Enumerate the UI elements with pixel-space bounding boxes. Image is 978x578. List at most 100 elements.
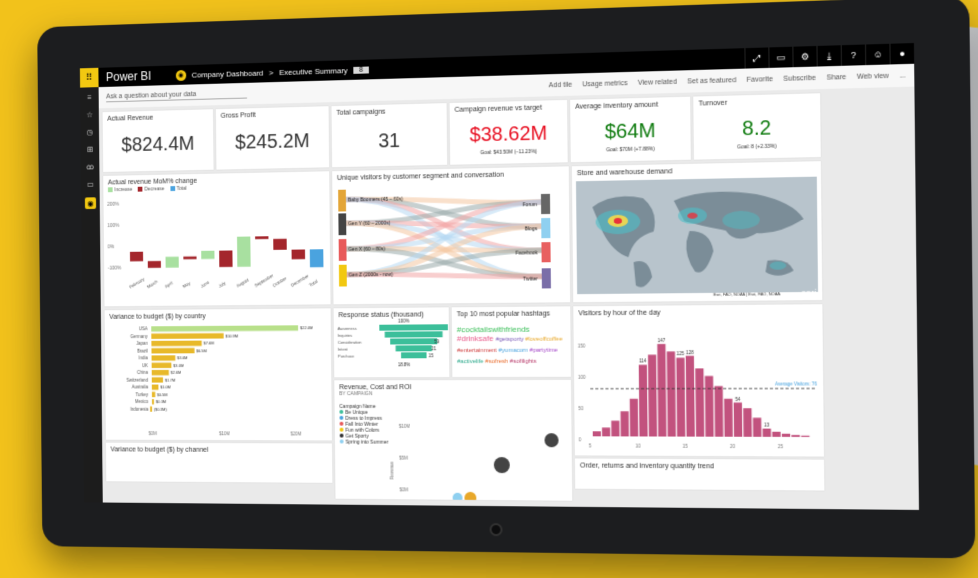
action-item[interactable]: Web view [856,72,889,81]
apps-icon[interactable]: ⊞ [86,145,94,155]
action-item[interactable]: Set as featured [687,76,737,86]
chart-title: Order, returns and inventory quantity tr… [579,462,715,471]
hashtag: #entertainment [456,347,499,355]
breadcrumb-workspace[interactable]: Company Dashboard [191,68,264,80]
expand-icon[interactable]: ⤢ [744,47,769,69]
action-item[interactable]: View related [637,78,678,87]
sankey-right-node [541,217,551,239]
kpi-title: Turnover [698,99,728,108]
sankey-right-node [541,242,551,263]
qa-input[interactable]: Ask a question about your data [106,89,248,102]
kpi-turnover[interactable]: Turnover 8.2 Goal: 8 (+2.33%) [693,93,821,160]
kpi-goal: Goal: 8 (+2.33%) [737,143,777,151]
sankey-right-label: Twitter [523,276,538,282]
waterfall-bar [309,249,324,268]
waterfall-chart-tile[interactable]: Actual revenue MoM% change Increase Decr… [103,171,331,307]
category-label: Japan [136,341,148,346]
app-launcher-icon[interactable]: ⠿ [79,67,99,88]
menu-icon[interactable]: ≡ [87,93,92,102]
kpi-title: Average inventory amount [575,101,659,111]
kpi-value: $38.62M [469,122,548,147]
category-label: Indonesia [130,407,149,412]
hour-bar [714,386,724,437]
action-item[interactable]: Subscribe [783,74,817,83]
active-workspace-icon[interactable]: ◉ [84,197,97,210]
y-tick-label: 0% [108,244,115,250]
hour-bar [704,375,714,437]
variance-channel-tile[interactable]: Variance to budget ($) by channel [105,442,333,483]
stage-label: Inquiries [338,333,353,338]
kpi-title: Actual Revenue [107,114,154,123]
scatter-point [465,492,477,501]
legend-total: Total [170,186,187,192]
map-credit: Esri, FAO, NOAA | Esri, FAO, NOAA [713,291,781,297]
variance-bar [151,391,156,398]
hour-bar [752,417,762,437]
avatar[interactable]: ● [889,43,915,65]
data-label: $3.6M [177,356,187,361]
help-icon[interactable]: ? [840,44,866,66]
orders-tile[interactable]: Order, returns and inventory quantity tr… [574,458,825,491]
comment-icon[interactable]: ▭ [768,46,793,68]
action-item[interactable]: Share [826,73,847,82]
funnel-top-label: 100% [398,318,409,323]
clock-icon[interactable]: ◷ [86,127,94,137]
hashtag: #loveoffcoffee [525,336,563,343]
hashtag: #cocktailswithfriends [456,324,530,335]
sankey-chart: Baby Boomers (45 – 60s) Gen Y (60 – 2000s… [332,177,570,298]
star-icon[interactable]: ☆ [86,110,93,120]
kpi-actual-revenue[interactable]: Actual Revenue $824.4M [102,109,214,173]
hour-bar [772,431,781,437]
tablet-bezel: ⠿ Power BI ◉ Company Dashboard > Executi… [37,0,976,559]
action-item[interactable]: ... [899,71,906,80]
breadcrumb-tag: 8 [353,66,369,74]
sankey-left-node [338,213,347,236]
funnel-value: 15 [428,353,434,358]
variance-country-tile[interactable]: Variance to budget ($) by country USA $22… [104,308,332,441]
tablet-device: ⠿ Power BI ◉ Company Dashboard > Executi… [37,0,978,559]
scatter-point [493,457,510,474]
y-tick-label: $5M [399,455,408,460]
scatter-point [452,492,463,501]
hashtags-tile[interactable]: Top 10 most popular hashtags #cocktailsw… [451,306,571,378]
category-label: Mexico [135,399,149,404]
x-tick-label: March [146,279,159,290]
visitors-tile[interactable]: Visitors by hour of the day 150 100 50 0 Ave… [573,304,825,457]
breadcrumb: ◉ Company Dashboard > Executive Summary … [175,64,369,81]
action-item[interactable]: Usage metrics [582,79,628,88]
y-axis-label: Revenue [389,461,394,479]
map-tile[interactable]: Store and warehouse demand [571,161,823,303]
hour-bar [724,398,733,437]
revenue-cost-tile[interactable]: Revenue, Cost and ROI BY CAMPAIGN Campai… [334,379,573,501]
hour-bar [648,354,658,437]
y-tick-label: 100% [107,223,120,229]
smiley-icon[interactable]: ☺ [864,43,890,66]
x-tick-label: Total [308,279,318,288]
gear-icon[interactable]: ⚙ [792,45,817,68]
sankey-tile[interactable]: Unique visitors by customer segment and … [332,166,571,305]
sankey-right-label: Forum [523,202,537,208]
workspace-icon[interactable]: ▭ [86,179,94,189]
kpi-value: $245.2M [235,130,310,154]
kpi-value: 31 [378,130,401,153]
x-tick-label: 15 [683,444,689,449]
kpi-inventory[interactable]: Average inventory amount $64M Goal: $70M… [570,96,691,163]
action-item[interactable]: Add tile [548,81,573,89]
variance-bar [151,325,299,332]
x-tick-label: July [218,280,228,289]
response-status-tile[interactable]: Response status (thousand) Awareness Inqu… [333,307,450,378]
kpi-total-campaigns[interactable]: Total campaigns 31 [331,103,448,168]
breadcrumb-page[interactable]: Executive Summary [279,65,348,77]
funnel-bar [395,345,432,352]
data-label: 147 [657,338,665,343]
variance-bar [150,406,153,412]
sankey-left-label: Gen Y (60 – 2000s) [348,220,391,227]
download-icon[interactable]: ⤓ [816,45,841,67]
kpi-campaign-revenue[interactable]: Campaign revenue vs target $38.62M Goal:… [449,99,568,165]
action-item[interactable]: Favorite [746,75,773,84]
waterfall-bar [147,260,161,268]
shared-icon[interactable]: ꝏ [86,162,94,172]
funnel-bar [379,324,448,331]
data-label: 54 [735,396,741,401]
kpi-gross-profit[interactable]: Gross Profit $245.2M [215,106,330,170]
